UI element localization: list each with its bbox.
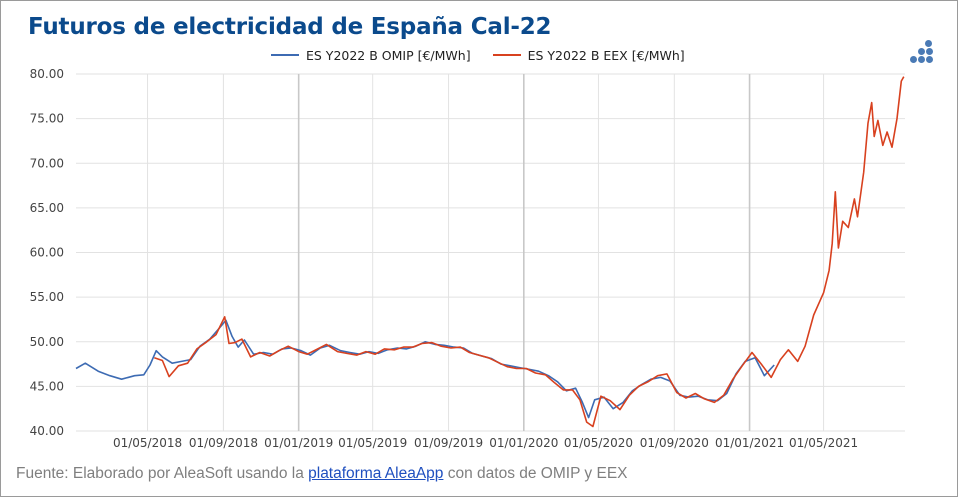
y-tick-label: 45.00 xyxy=(30,379,64,393)
x-tick-label: 01/05/2020 xyxy=(564,436,633,450)
x-tick-label: 01/09/2019 xyxy=(414,436,483,450)
y-tick-label: 80.00 xyxy=(30,67,64,81)
y-tick-label: 75.00 xyxy=(30,112,64,126)
x-tick-label: 01/09/2020 xyxy=(640,436,709,450)
series-line-omip xyxy=(75,319,775,419)
legend-swatch-eex xyxy=(492,54,521,56)
y-tick-label: 65.00 xyxy=(30,201,64,215)
legend-item-omip[interactable]: ES Y2022 B OMIP [€/MWh] xyxy=(271,48,471,63)
source-note: Fuente: Elaborado por AleaSoft usando la… xyxy=(16,465,628,483)
y-tick-label: 60.00 xyxy=(30,246,64,260)
x-tick-label: 01/05/2021 xyxy=(789,436,858,450)
x-tick-label: 01/01/2021 xyxy=(715,436,784,450)
y-tick-label: 50.00 xyxy=(30,335,64,349)
x-tick-label: 01/05/2019 xyxy=(338,436,407,450)
legend-label-eex: ES Y2022 B EEX [€/MWh] xyxy=(527,47,685,63)
y-tick-label: 40.00 xyxy=(30,424,64,438)
legend-label-omip: ES Y2022 B OMIP [€/MWh] xyxy=(306,47,471,63)
page-title: Futuros de electricidad de España Cal-22 xyxy=(28,14,552,40)
legend-item-eex[interactable]: ES Y2022 B EEX [€/MWh] xyxy=(492,47,685,63)
x-tick-label: 01/09/2018 xyxy=(189,436,258,450)
series-line-eex xyxy=(154,76,905,428)
y-tick-label: 70.00 xyxy=(30,156,64,170)
aleasoft-dots-icon xyxy=(905,40,939,70)
legend: ES Y2022 B OMIP [€/MWh] ES Y2022 B EEX [… xyxy=(271,46,707,64)
y-tick-label: 55.00 xyxy=(30,290,64,304)
aleaapp-link[interactable]: plataforma AleaApp xyxy=(308,465,444,482)
x-tick-label: 01/05/2018 xyxy=(113,436,182,450)
x-tick-label: 01/01/2019 xyxy=(264,436,333,450)
source-suffix: con datos de OMIP y EEX xyxy=(443,465,628,482)
legend-swatch-omip xyxy=(271,54,299,56)
source-prefix: Fuente: Elaborado por AleaSoft usando la xyxy=(16,465,309,482)
x-tick-label: 01/01/2020 xyxy=(489,436,558,450)
